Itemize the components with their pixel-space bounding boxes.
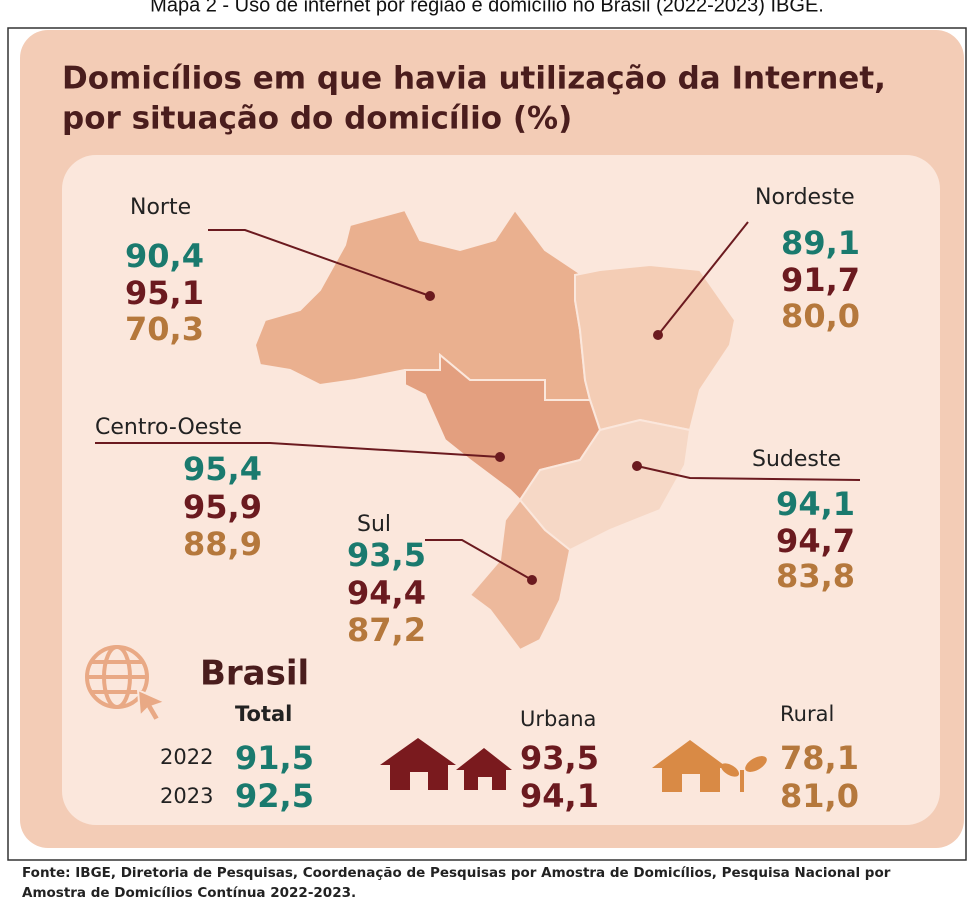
dot — [632, 461, 642, 471]
value: 94,7 — [776, 522, 855, 560]
value: 95,9 — [183, 488, 262, 526]
year: 2022 — [160, 745, 213, 769]
value: 93,5 — [347, 536, 426, 574]
rural-label: Rural — [780, 702, 834, 726]
value: 83,8 — [776, 557, 855, 595]
value: 78,1 — [780, 739, 859, 777]
urbana-label: Urbana — [520, 707, 596, 731]
value: 95,4 — [183, 450, 262, 488]
region-name: Centro-Oeste — [95, 415, 242, 440]
dot — [425, 291, 435, 301]
value: 87,2 — [347, 611, 426, 649]
dot — [653, 330, 663, 340]
dot — [495, 452, 505, 462]
region-sul — [468, 498, 572, 652]
value: 94,1 — [776, 485, 855, 523]
value: 88,9 — [183, 525, 262, 563]
urban-icon — [380, 738, 512, 790]
region-name: Sudeste — [752, 447, 841, 472]
total-label: Total — [235, 702, 292, 726]
value: 90,4 — [125, 237, 204, 275]
region-sudeste — [518, 418, 692, 552]
value: 91,7 — [781, 261, 860, 299]
value: 80,0 — [781, 297, 860, 335]
region-name: Nordeste — [755, 185, 855, 210]
value: 89,1 — [781, 224, 860, 262]
brasil-label: Brasil — [200, 654, 309, 694]
leader-line — [425, 539, 533, 581]
caption: Mapa 2 - Uso de internet por região e do… — [150, 0, 824, 16]
value: 91,5 — [235, 739, 314, 777]
dot — [527, 575, 537, 585]
title-line: por situação do domicílio (%) — [62, 101, 572, 137]
region-name: Norte — [130, 195, 191, 220]
leaders — [95, 221, 861, 585]
title-line: Domicílios em que havia utilização da In… — [62, 61, 886, 97]
value: 93,5 — [520, 739, 599, 777]
source: Amostra de Domicílios Contínua 2022-2023… — [22, 885, 356, 901]
source: Fonte: IBGE, Diretoria de Pesquisas, Coo… — [22, 865, 891, 881]
value: 94,4 — [347, 574, 426, 612]
value: 92,5 — [235, 777, 314, 815]
leader-line — [208, 229, 431, 297]
value: 94,1 — [520, 777, 599, 815]
value: 81,0 — [780, 777, 859, 815]
value: 95,1 — [125, 274, 204, 312]
globe-icon — [85, 645, 168, 723]
leader-line — [636, 465, 861, 481]
value: 70,3 — [125, 310, 204, 348]
year: 2023 — [160, 784, 213, 808]
rural-icon — [652, 740, 767, 792]
leader-line — [95, 442, 501, 458]
leader-line — [657, 221, 749, 336]
region-name: Sul — [357, 512, 391, 537]
map — [253, 208, 737, 652]
